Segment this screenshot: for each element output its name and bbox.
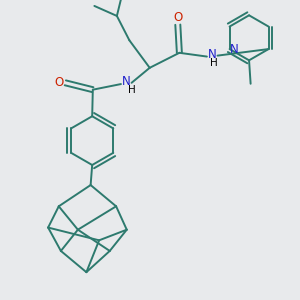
Text: N: N bbox=[122, 75, 131, 88]
Text: O: O bbox=[174, 11, 183, 24]
Text: H: H bbox=[210, 58, 218, 68]
Text: H: H bbox=[128, 85, 136, 95]
Text: N: N bbox=[230, 43, 239, 56]
Text: O: O bbox=[54, 76, 64, 89]
Text: N: N bbox=[208, 48, 217, 61]
